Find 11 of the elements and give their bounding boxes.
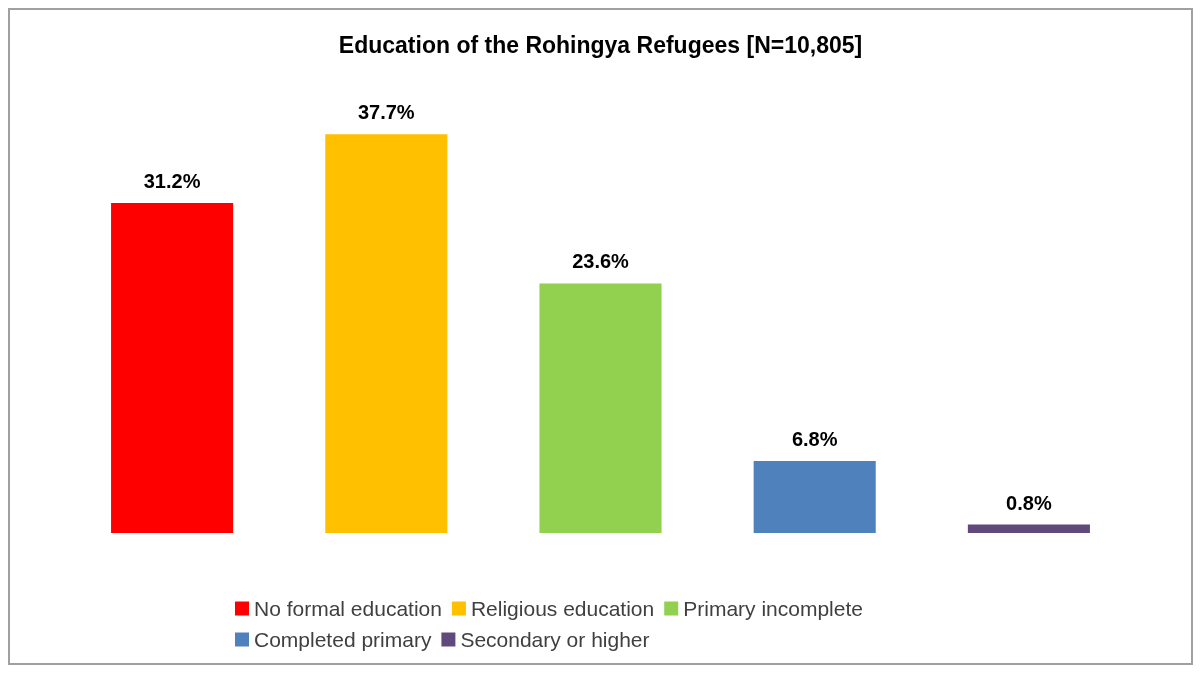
data-label: 23.6% (572, 250, 630, 273)
data-label: 0.8% (1006, 491, 1052, 514)
data-label: 31.2% (143, 170, 201, 193)
legend-label: Religious education (470, 597, 655, 620)
data-label: 6.8% (791, 428, 838, 451)
data-label: 37.7% (357, 101, 415, 124)
legend-label: No formal education (254, 597, 442, 620)
legend-label: Primary incomplete (683, 597, 863, 620)
legend-label: Completed primary (254, 628, 432, 651)
legend-label: Secondary or higher (460, 628, 650, 651)
chart-title: Education of the Rohingya Refugees [N=10,805] (338, 31, 863, 58)
